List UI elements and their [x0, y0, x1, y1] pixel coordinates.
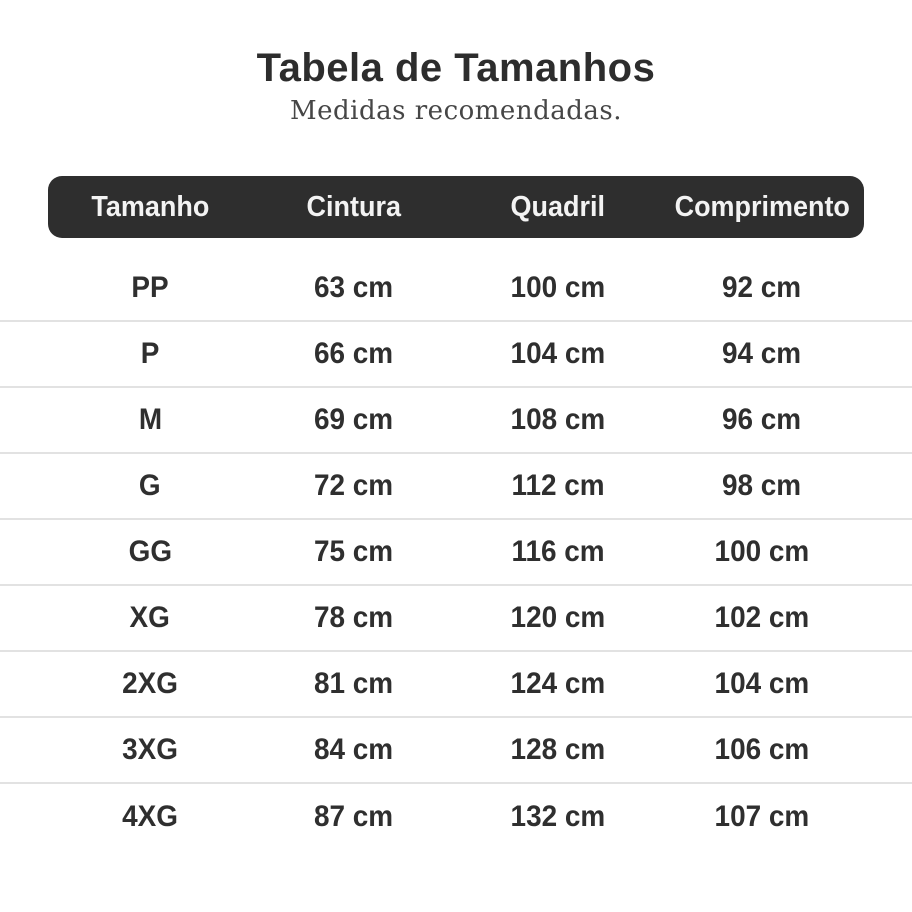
quadril-cell: 116 cm [511, 535, 605, 568]
cintura-cell: 81 cm [314, 667, 394, 700]
comprimento-cell: 107 cm [714, 800, 810, 833]
size-cell: 3XG [122, 733, 178, 766]
cintura-cell: 69 cm [314, 403, 394, 436]
comprimento-cell: 102 cm [714, 601, 810, 634]
comprimento-cell: 98 cm [722, 469, 802, 502]
quadril-cell: 112 cm [511, 469, 605, 502]
table-row-2xg: 2XG 81 cm 124 cm 104 cm [0, 652, 912, 718]
size-cell: 4XG [122, 800, 178, 833]
size-cell: P [140, 337, 160, 370]
quadril-cell: 128 cm [510, 733, 606, 766]
page-title: Tabela de Tamanhos [0, 44, 912, 92]
comprimento-cell: 106 cm [714, 733, 810, 766]
page-subtitle: Medidas recomendadas. [0, 94, 912, 128]
column-header-cintura: Cintura [306, 190, 402, 223]
table-row-gg: GG 75 cm 116 cm 100 cm [0, 520, 912, 586]
size-cell: M [138, 403, 162, 436]
page-subtitle-text: Medidas recomendadas. [290, 96, 622, 126]
table-row-xg: XG 78 cm 120 cm 102 cm [0, 586, 912, 652]
cintura-cell: 84 cm [314, 733, 394, 766]
comprimento-cell: 94 cm [722, 337, 802, 370]
table-row-m: M 69 cm 108 cm 96 cm [0, 388, 912, 454]
size-cell: 2XG [122, 667, 178, 700]
column-header-tamanho: Tamanho [91, 190, 209, 223]
cintura-cell: 72 cm [314, 469, 394, 502]
quadril-cell: 108 cm [510, 403, 606, 436]
size-cell: GG [128, 535, 172, 568]
page-title-text: Tabela de Tamanhos [256, 46, 656, 90]
cintura-cell: 87 cm [314, 800, 394, 833]
comprimento-cell: 92 cm [722, 271, 802, 304]
quadril-cell: 120 cm [510, 601, 606, 634]
size-cell: XG [129, 601, 171, 634]
comprimento-cell: 100 cm [714, 535, 810, 568]
quadril-cell: 100 cm [510, 271, 606, 304]
column-header-comprimento: Comprimento [674, 190, 850, 223]
column-header-quadril: Quadril [510, 190, 606, 223]
comprimento-cell: 96 cm [722, 403, 802, 436]
table-row-3xg: 3XG 84 cm 128 cm 106 cm [0, 718, 912, 784]
quadril-cell: 132 cm [510, 800, 606, 833]
table-row-g: G 72 cm 112 cm 98 cm [0, 454, 912, 520]
cintura-cell: 78 cm [314, 601, 394, 634]
cintura-cell: 75 cm [314, 535, 394, 568]
quadril-cell: 104 cm [510, 337, 606, 370]
size-table-body: PP 63 cm 100 cm 92 cm P 66 cm 104 cm 94 … [0, 256, 912, 850]
table-row-p: P 66 cm 104 cm 94 cm [0, 322, 912, 388]
size-table-header: Tamanho Cintura Quadril Comprimento [48, 176, 864, 238]
table-row-pp: PP 63 cm 100 cm 92 cm [0, 256, 912, 322]
comprimento-cell: 104 cm [714, 667, 810, 700]
cintura-cell: 63 cm [314, 271, 394, 304]
cintura-cell: 66 cm [314, 337, 394, 370]
table-row-4xg: 4XG 87 cm 132 cm 107 cm [0, 784, 912, 850]
size-cell: G [139, 469, 161, 502]
quadril-cell: 124 cm [510, 667, 606, 700]
size-cell: PP [131, 271, 169, 304]
